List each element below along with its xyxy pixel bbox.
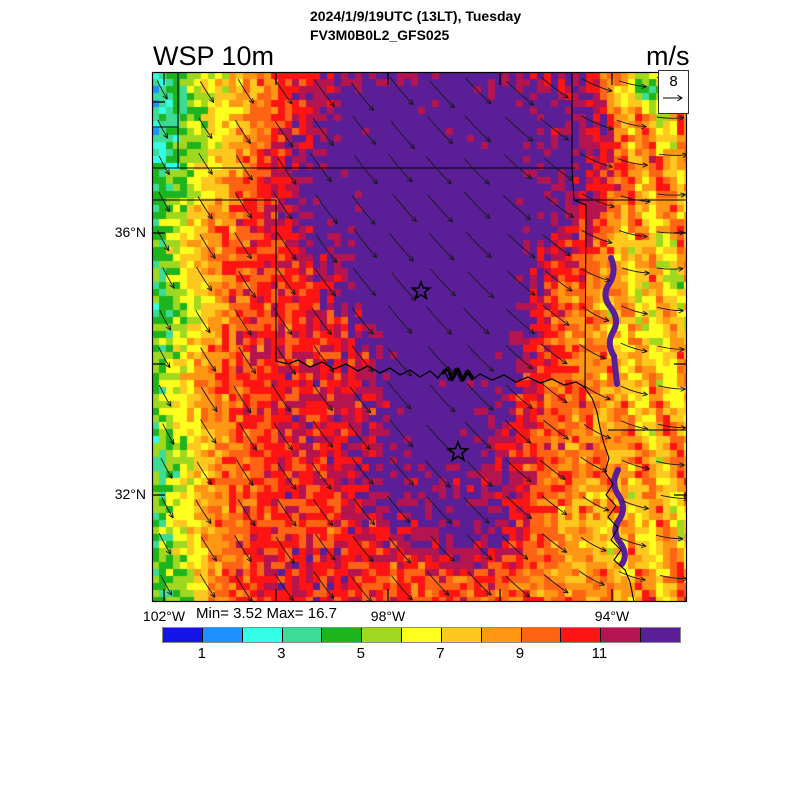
colorbar-segment	[521, 628, 562, 642]
state-border	[571, 167, 575, 201]
reference-vector-value: 8	[669, 73, 678, 90]
axis-ticks	[152, 72, 687, 602]
wind-vector-arrows	[156, 76, 687, 602]
colorbar-segment	[481, 628, 522, 642]
red-river	[275, 359, 587, 389]
colorbar-tick-label: 1	[197, 645, 206, 662]
star-marker	[410, 279, 432, 301]
star-marker	[446, 439, 470, 462]
colorbar-tick-label: 7	[436, 645, 445, 662]
colorbar-segment	[561, 628, 602, 642]
units-label: m/s	[646, 41, 690, 71]
reference-arrow-icon	[663, 94, 683, 102]
colorbar-tick-label: 3	[277, 645, 286, 662]
lat-tick-label-36N: 36°N	[114, 224, 146, 240]
high-wind-streak	[611, 467, 628, 567]
reference-vector-box: 8	[658, 70, 689, 114]
plot-title-datetime: 2024/1/9/19UTC (13LT), Tuesday	[310, 8, 522, 24]
colorbar-tick-label: 11	[591, 645, 608, 662]
lon-tick-label-98W: 98°W	[370, 608, 406, 624]
colorbar-segment	[641, 628, 680, 642]
colorbar-segment	[322, 628, 363, 642]
lon-tick-label-102W: 102°W	[142, 608, 186, 624]
colorbar-segment	[441, 628, 482, 642]
colorbar-segment	[202, 628, 243, 642]
colorbar	[162, 627, 681, 643]
plot-title-model: FV3M0B0L2_GFS025	[310, 27, 450, 43]
min-max-stats-label: Min= 3.52 Max= 16.7	[196, 605, 337, 622]
state-border	[573, 199, 587, 389]
lat-tick-label-32N: 32°N	[114, 486, 146, 502]
wind-speed-field-raster	[152, 72, 687, 602]
colorbar-segment	[163, 628, 203, 642]
colorbar-segment	[282, 628, 323, 642]
state-border	[584, 387, 635, 602]
colorbar-segment	[242, 628, 283, 642]
variable-label: WSP 10m	[153, 41, 275, 71]
colorbar-segment	[601, 628, 642, 642]
high-wind-streak	[602, 255, 620, 387]
colorbar-tick-label: 9	[515, 645, 525, 662]
colorbar-tick-label: 5	[356, 645, 366, 662]
colorbar-segment	[402, 628, 442, 642]
map-border	[151, 71, 688, 603]
colorbar-segment	[362, 628, 403, 642]
lon-tick-label-94W: 94°W	[594, 608, 630, 624]
